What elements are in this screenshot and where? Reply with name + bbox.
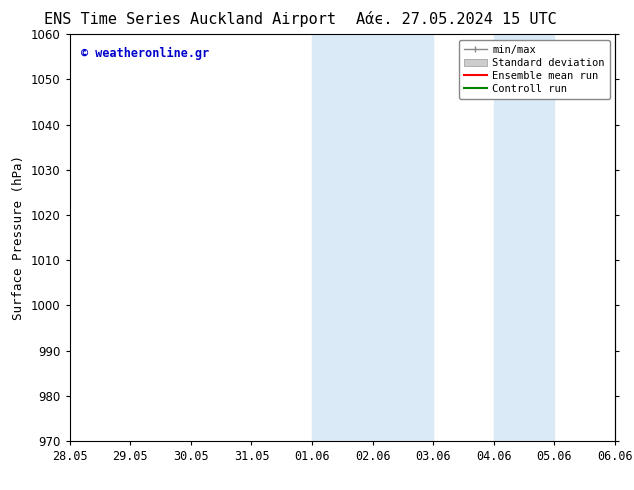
Bar <box>494 34 554 441</box>
Legend: min/max, Standard deviation, Ensemble mean run, Controll run: min/max, Standard deviation, Ensemble me… <box>459 40 610 99</box>
Text: © weatheronline.gr: © weatheronline.gr <box>81 47 209 60</box>
Y-axis label: Surface Pressure (hPa): Surface Pressure (hPa) <box>13 155 25 320</box>
Bar <box>312 34 433 441</box>
Text: ENS Time Series Auckland Airport: ENS Time Series Auckland Airport <box>44 12 336 27</box>
Text: Αάϵ. 27.05.2024 15 UTC: Αάϵ. 27.05.2024 15 UTC <box>356 12 557 27</box>
